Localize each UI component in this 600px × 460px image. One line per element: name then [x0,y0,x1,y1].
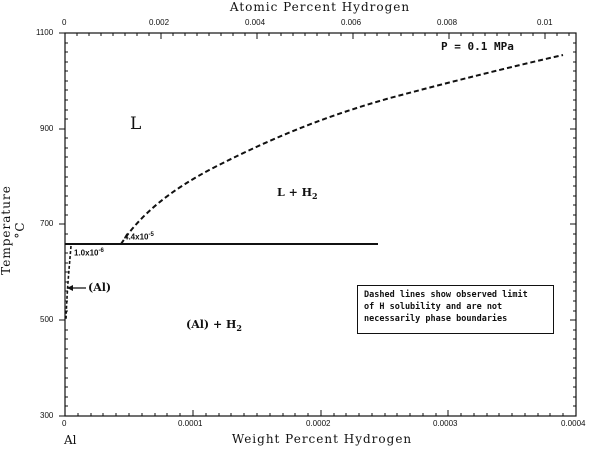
x-tick-label: 0.0004 [561,419,586,428]
annotation-1-0e-6-text: 1.0x10 [74,248,99,258]
liquid-solubility-curve [120,54,564,245]
note-line: Dashed lines show observed limit [364,290,528,300]
note-line: necessarily phase boundaries [364,314,508,324]
y-tick-label: 1100 [36,28,54,37]
note-box: Dashed lines show observed limit of H so… [357,285,554,334]
annotation-al-phase: (Al) [88,281,112,294]
y-tick-label: 500 [40,315,54,324]
x-tick-label: 0.0002 [306,419,331,428]
x2-axis-ticks [64,33,570,39]
plot-frame [64,32,577,417]
x-tick-label: 0.0001 [178,419,203,428]
region-liquid-h2-subscript: 2 [312,191,318,202]
x-tick-label: 0 [62,419,67,428]
al-arrow-icon [67,285,86,291]
x2-axis-title: Atomic Percent Hydrogen [229,0,411,14]
annotation-1-0e-6-exp: -6 [98,248,104,254]
origin-label: Al [64,433,77,447]
pressure-label: P = 0.1 MPa [441,40,514,53]
x2-tick-label: 0.002 [149,18,170,27]
x-tick-label: 0.0003 [433,419,458,428]
y-axis-ticks [59,32,576,417]
x-axis-title: Weight Percent Hydrogen [231,432,413,446]
x2-tick-label: 0 [62,18,67,27]
y-axis-title: Temperature °C [0,185,27,275]
region-al-h2-text: (Al) + H [186,318,237,331]
region-liquid-label: L [130,114,142,134]
x-axis-ticks [64,410,577,416]
annotation-4-4e-5-exp: -5 [148,232,154,238]
x2-tick-label: 0.006 [341,18,362,27]
y-tick-label: 300 [40,411,54,420]
annotation-4-4e-5-text: 4.4x10 [124,232,149,242]
region-al-h2-subscript: 2 [236,323,242,334]
note-line: of H solubility and are not [364,302,503,312]
region-al-h2-label: (Al) + H2 [186,318,242,333]
solid-solubility-curve [65,245,72,321]
y-tick-label: 700 [40,219,54,228]
region-liquid-h2-label: L + H2 [277,186,318,201]
annotation-1-0e-6: 1.0x10-6 [74,248,104,258]
x2-tick-label: 0.01 [537,18,553,27]
region-liquid-h2-text: L + H [277,186,313,199]
x2-tick-label: 0.008 [437,18,458,27]
x2-tick-label: 0.004 [245,18,266,27]
y-tick-label: 900 [40,124,54,133]
annotation-4-4e-5: 4.4x10-5 [124,232,154,242]
